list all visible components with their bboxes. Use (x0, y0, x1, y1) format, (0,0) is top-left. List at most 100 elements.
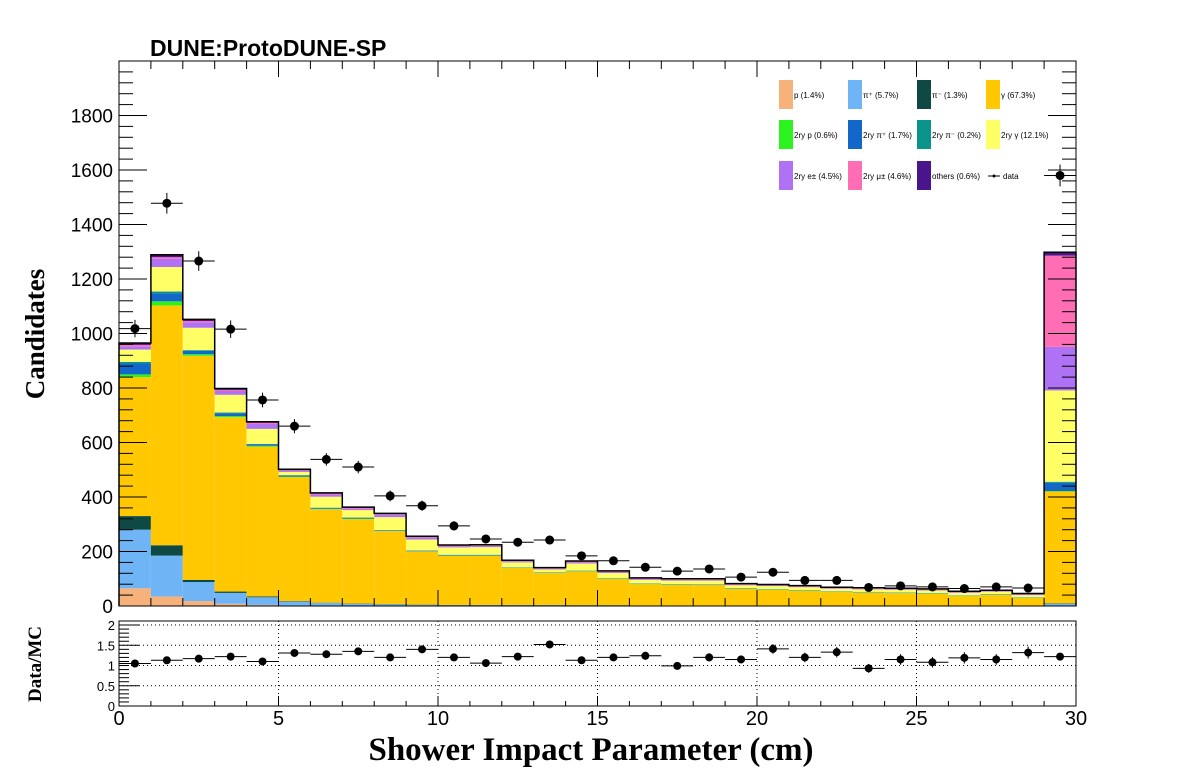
bar-segment-8-29 (1044, 346, 1076, 391)
data-point-14 (577, 551, 587, 561)
ratio-point-0 (130, 659, 139, 668)
bar-segment-2-29 (1044, 603, 1076, 604)
x-tick-label-15: 15 (586, 708, 608, 730)
bar-segment-3-26 (948, 596, 981, 606)
bar-segment-7-3 (214, 394, 247, 413)
bar-segment-7-18 (693, 580, 726, 585)
ratio-point-11 (481, 659, 490, 668)
legend-label-9: 2ry μ± (4.6%) (863, 172, 911, 181)
bar-segment-5-5 (278, 475, 311, 477)
bar-segment-0-1 (150, 596, 183, 606)
bar-segment-3-18 (693, 585, 726, 606)
bar-segment-9-3 (214, 389, 247, 391)
ratio-point-19 (737, 655, 746, 664)
ratio-point-29 (1056, 652, 1065, 661)
legend-label-0: p (1.4%) (794, 91, 825, 100)
bar-segment-10-2 (182, 319, 215, 321)
bar-segment-7-25 (916, 590, 949, 593)
y-tick-label-1000: 1000 (71, 325, 113, 346)
legend-label-6: 2ry π⁻ (0.2%) (932, 131, 981, 140)
bar-segment-0-3 (214, 603, 247, 606)
bar-segment-9-8 (374, 514, 407, 515)
bar-segment-8-8 (374, 514, 407, 518)
bar-segment-8-0 (119, 346, 151, 350)
bar-segment-7-13 (533, 569, 566, 573)
data-point-2 (194, 256, 204, 266)
data-point-3 (226, 324, 236, 334)
data-point-1 (162, 198, 172, 208)
stacked-histogram (118, 251, 1077, 606)
bar-segment-8-12 (501, 561, 534, 563)
bar-segment-8-10 (438, 546, 470, 548)
bar-segment-7-27 (980, 591, 1013, 595)
legend-label-10: others (0.6%) (932, 172, 980, 181)
bar-segment-3-2 (182, 355, 215, 580)
bar-segment-1-0 (119, 529, 151, 589)
ratio-point-22 (832, 648, 841, 657)
bar-segment-9-10 (438, 545, 470, 547)
bar-segment-7-12 (501, 562, 534, 568)
bar-segment-6-1 (150, 291, 183, 294)
bar-segment-3-6 (310, 509, 343, 603)
data-point-7 (353, 462, 363, 472)
bar-segment-2-1 (150, 545, 183, 556)
bar-segment-9-19 (725, 584, 757, 585)
ratio-y-tick-label-2: 2 (108, 618, 115, 633)
bar-segment-2-4 (246, 596, 279, 598)
bar-segment-5-4 (246, 444, 279, 446)
bar-segment-3-28 (1012, 598, 1045, 606)
ratio-point-8 (386, 653, 395, 662)
bar-segment-8-9 (406, 537, 438, 540)
bar-segment-4-0 (119, 374, 151, 378)
bar-segment-1-11 (469, 605, 502, 606)
bar-segment-7-29 (1044, 390, 1076, 482)
bar-segment-9-20 (757, 585, 789, 586)
bar-segment-7-5 (278, 471, 311, 476)
legend-label-5: 2ry π⁺ (1.7%) (863, 131, 912, 140)
bar-segment-8-15 (597, 571, 630, 574)
bar-segment-8-20 (757, 585, 789, 587)
bar-segment-9-16 (629, 578, 662, 580)
data-point-5 (289, 421, 299, 431)
bar-segment-1-2 (182, 582, 215, 602)
bar-segment-3-27 (980, 594, 1013, 606)
data-point-10 (449, 521, 459, 531)
data-point-12 (513, 537, 523, 547)
bar-segment-3-3 (214, 417, 247, 592)
legend-label-1: π⁺ (5.7%) (863, 91, 899, 100)
bar-segment-6-0 (119, 361, 151, 364)
ratio-point-4 (258, 657, 267, 666)
bar-segment-8-2 (182, 322, 215, 328)
bar-segment-4-6 (310, 508, 343, 510)
bar-segment-1-8 (374, 604, 407, 606)
ratio-point-13 (545, 640, 554, 649)
bar-segment-7-8 (374, 517, 407, 530)
bar-segment-5-7 (342, 517, 375, 519)
bar-segment-10-29 (1044, 252, 1076, 256)
data-point-4 (258, 395, 268, 405)
legend-swatch-4 (779, 120, 793, 149)
ratio-y-tick-label-1: 1 (108, 659, 115, 674)
bar-segment-3-11 (469, 555, 502, 605)
data-point-13 (545, 535, 555, 545)
bar-segment-9-13 (533, 568, 566, 569)
ratio-point-14 (577, 656, 586, 665)
bar-segment-8-18 (693, 579, 726, 581)
bar-segment-1-3 (214, 592, 247, 604)
ratio-point-21 (800, 653, 809, 662)
bar-segment-0-0 (119, 588, 151, 606)
bar-segment-7-10 (438, 547, 470, 555)
bar-segment-7-7 (342, 510, 375, 518)
bar-segment-3-22 (820, 592, 853, 606)
bar-segment-7-28 (1012, 595, 1045, 598)
bar-segment-9-17 (661, 579, 694, 580)
chart-title: DUNE:ProtoDUNE-SP (150, 35, 386, 61)
data-point-23 (864, 582, 874, 592)
y-tick-label-400: 400 (81, 488, 113, 509)
bar-segment-9-18 (693, 579, 726, 580)
ratio-point-15 (609, 653, 618, 662)
bar-segment-7-11 (469, 547, 502, 555)
bar-segment-3-14 (565, 571, 598, 606)
ratio-point-26 (960, 653, 969, 662)
